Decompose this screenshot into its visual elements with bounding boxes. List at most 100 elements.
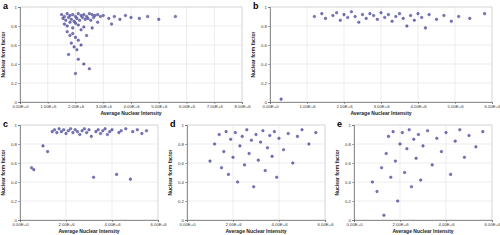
point <box>436 137 439 140</box>
point <box>99 132 102 135</box>
tick: 1 <box>182 123 187 128</box>
tick: 2.00E+6 <box>392 220 409 227</box>
point <box>324 17 327 20</box>
point <box>371 181 374 184</box>
axis-line <box>18 8 21 103</box>
point <box>67 53 70 56</box>
point <box>392 130 395 133</box>
point <box>428 13 431 16</box>
point <box>131 130 134 133</box>
tick-mark <box>18 83 20 84</box>
tick: 0.8 <box>261 24 270 29</box>
grid-line-y <box>20 201 158 202</box>
tick-label: 0 <box>349 218 352 223</box>
point <box>387 135 390 138</box>
tick-mark <box>185 220 187 221</box>
tick-label: 0 <box>15 218 18 223</box>
tick-label: 2.00E+6 <box>58 222 75 227</box>
tick: 2.00E+6 <box>225 220 242 227</box>
point <box>308 143 311 146</box>
point <box>275 176 278 179</box>
tick: 0.2 <box>11 199 20 204</box>
point <box>71 27 74 30</box>
point <box>141 132 144 135</box>
grid-line-y <box>270 7 492 8</box>
grid-line-y <box>20 182 158 183</box>
tick-mark <box>185 182 187 183</box>
grid-line-x <box>344 7 345 102</box>
tick-label: 6.00E+6 <box>179 104 196 109</box>
x-axis: 0.00E+01.00E+62.00E+63.00E+64.00E+65.00E… <box>12 102 251 109</box>
axis-line <box>352 126 355 221</box>
tick-label: 0 <box>15 100 18 105</box>
point <box>266 147 269 150</box>
tick-mark <box>18 163 20 164</box>
point <box>110 23 113 26</box>
point <box>111 128 114 131</box>
point <box>92 176 95 179</box>
point <box>136 128 139 131</box>
tick: 0 <box>15 218 20 223</box>
grid-line-y <box>187 182 325 183</box>
point <box>33 168 36 171</box>
point <box>99 15 102 18</box>
tick-label: 4.00E+6 <box>104 222 121 227</box>
panel: 0.00E+02.00E+64.00E+66.00E+600.20.40.60.… <box>167 123 334 234</box>
tick-mark <box>352 201 354 202</box>
tick: 0.4 <box>178 180 187 185</box>
tick-label: 0.2 <box>178 199 185 204</box>
tick-mark <box>185 201 187 202</box>
point <box>403 171 406 174</box>
y-axis: 00.20.40.60.81 <box>261 5 270 105</box>
point <box>248 152 251 155</box>
tick-mark <box>352 182 354 183</box>
point <box>369 12 372 15</box>
plot-area <box>354 125 492 220</box>
y-axis: 00.20.40.60.81 <box>11 5 20 105</box>
point <box>419 179 422 182</box>
tick-label: 0.2 <box>261 81 268 86</box>
axis-line <box>185 126 188 221</box>
point <box>413 138 416 141</box>
point <box>431 164 434 167</box>
tick: 4.00E+6 <box>410 102 427 109</box>
tick: 0.8 <box>11 24 20 29</box>
point <box>239 145 242 148</box>
point <box>269 134 272 137</box>
tick-mark <box>268 83 270 84</box>
point <box>332 14 335 17</box>
x-axis: 0.00E+02.00E+64.00E+66.00E+6 <box>179 220 334 227</box>
points <box>60 12 176 74</box>
point <box>443 14 446 17</box>
point <box>96 13 99 16</box>
tick-label: 1.00E+6 <box>299 104 316 109</box>
panel-label: d <box>170 119 176 129</box>
point <box>74 128 77 131</box>
grid-line-y <box>187 144 325 145</box>
tick-label: 0.4 <box>11 62 18 67</box>
point <box>395 15 398 18</box>
point <box>120 129 123 132</box>
tick: 0 <box>182 218 187 223</box>
grid-line-x <box>66 125 67 220</box>
tick-label: 1 <box>182 123 185 128</box>
point <box>67 16 70 19</box>
tick: 4.00E+6 <box>438 220 455 227</box>
grid-line-x <box>400 125 401 220</box>
tick-mark <box>18 182 20 183</box>
grid-line-x <box>131 7 132 102</box>
grid-line-y <box>354 201 492 202</box>
point <box>483 12 486 15</box>
tick: 1.00E+6 <box>40 102 57 109</box>
grid-line-x <box>158 125 159 220</box>
grid-line-x <box>186 7 187 102</box>
tick: 1 <box>15 5 20 10</box>
tick-label: 6.00E+6 <box>484 104 500 109</box>
point <box>250 139 253 142</box>
point <box>220 166 223 169</box>
point <box>46 150 49 153</box>
point <box>391 20 394 23</box>
tick-label: 6.00E+6 <box>317 222 334 227</box>
tick-mark <box>352 125 354 126</box>
tick: 6.00E+6 <box>484 102 500 109</box>
